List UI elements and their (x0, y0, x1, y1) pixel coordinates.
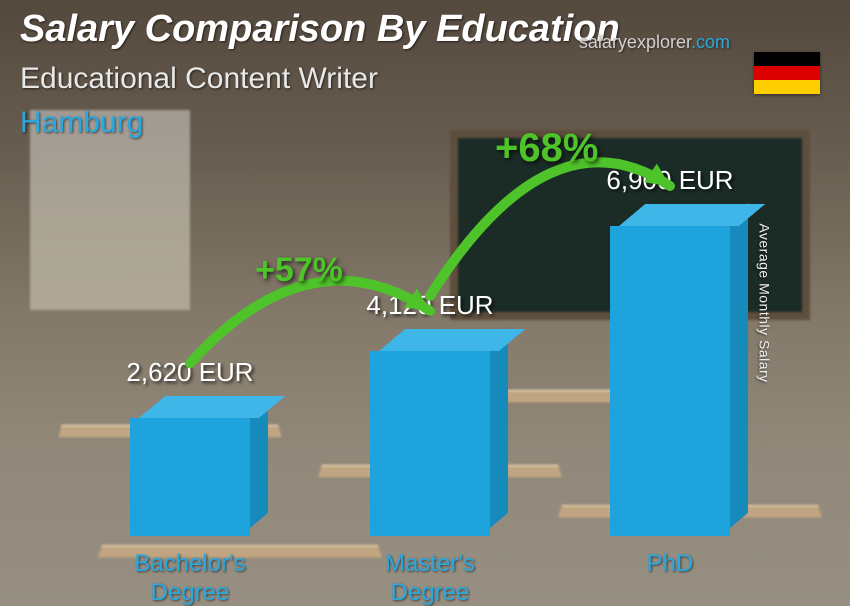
location-label: Hamburg (20, 106, 143, 140)
increment-pct-label: +68% (495, 126, 598, 171)
increment-arrow (80, 150, 850, 606)
flag-stripe (754, 52, 820, 66)
germany-flag-icon (754, 52, 820, 94)
page-title: Salary Comparison By Education (20, 8, 620, 51)
flag-stripe (754, 66, 820, 80)
infographic-canvas: Salary Comparison By Education Education… (0, 0, 850, 606)
watermark: salaryexplorer.com (579, 32, 730, 53)
watermark-brand: salaryexplorer (579, 32, 691, 52)
job-title: Educational Content Writer (20, 62, 378, 96)
flag-stripe (754, 80, 820, 94)
bar-chart: 2,620 EURBachelor'sDegree4,120 EURMaster… (80, 150, 770, 536)
watermark-suffix: .com (691, 32, 730, 52)
